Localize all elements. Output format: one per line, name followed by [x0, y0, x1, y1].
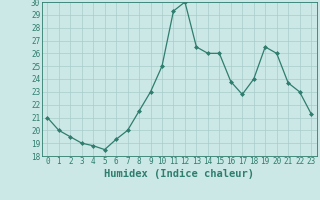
- X-axis label: Humidex (Indice chaleur): Humidex (Indice chaleur): [104, 169, 254, 179]
